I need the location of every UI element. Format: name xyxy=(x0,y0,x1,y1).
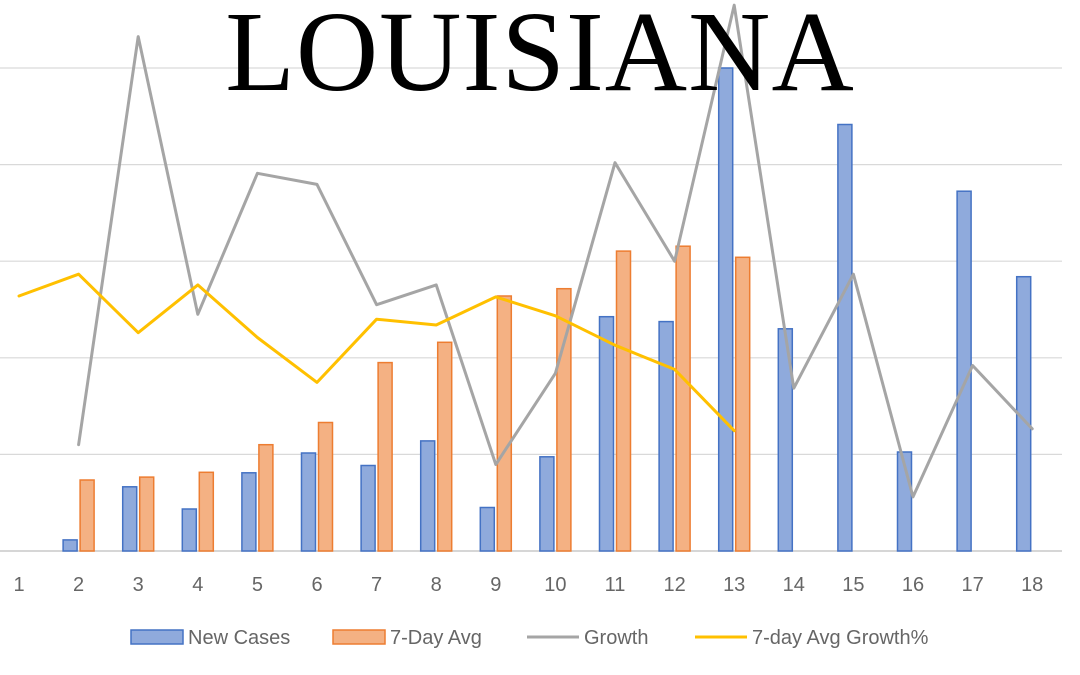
x-tick-label-9: 9 xyxy=(490,574,501,596)
seven-day-avg-bar-12 xyxy=(675,245,691,552)
new-cases-legend-swatch xyxy=(130,629,184,645)
x-tick-label-18: 18 xyxy=(1021,574,1043,596)
x-tick-label-6: 6 xyxy=(311,574,322,596)
x-tick-label-10: 10 xyxy=(544,574,566,596)
new-cases-bar-2 xyxy=(62,539,78,552)
seven-day-avg-bar-5 xyxy=(258,443,274,552)
seven-day-avg-bar-8 xyxy=(436,341,453,552)
seven-day-avg-legend-label: 7-Day Avg xyxy=(390,627,482,649)
x-tick-label-17: 17 xyxy=(961,574,983,596)
new-cases-bar-4 xyxy=(181,508,198,552)
x-axis-tick-labels: 1 2 3 4 5 6 7 8 9 10 11 12 13 14 15 16 17 18 xyxy=(13,574,1043,596)
new-cases-bar-12 xyxy=(658,320,674,552)
avg-growth-legend-label: 7-day Avg Growth% xyxy=(752,627,929,649)
avg-growth-line xyxy=(17,272,736,433)
seven-day-avg-bar-2 xyxy=(79,479,95,552)
new-cases-bar-8 xyxy=(419,440,436,552)
x-tick-label-1: 1 xyxy=(13,574,24,596)
gridlines xyxy=(0,67,1062,552)
series-lines xyxy=(17,3,1034,499)
growth-legend-label: Growth xyxy=(584,627,648,649)
x-tick-label-8: 8 xyxy=(431,574,442,596)
chart-title: LOUISIANA xyxy=(225,0,855,115)
new-cases-legend-label: New Cases xyxy=(188,627,290,649)
x-tick-label-11: 11 xyxy=(605,574,626,596)
new-cases-bar-6 xyxy=(300,452,317,552)
new-cases-bar-11 xyxy=(598,315,615,552)
bars xyxy=(62,67,1032,552)
legend: New Cases 7-Day Avg Growth 7-day Avg Growth… xyxy=(130,627,929,649)
seven-day-avg-bar-6 xyxy=(317,421,334,552)
seven-day-avg-bar-3 xyxy=(138,476,155,552)
new-cases-bar-9 xyxy=(479,506,496,552)
seven-day-avg-bar-11 xyxy=(615,250,632,552)
x-tick-label-7: 7 xyxy=(371,574,382,596)
seven-day-avg-bar-9 xyxy=(496,295,513,552)
new-cases-bar-3 xyxy=(121,486,138,552)
new-cases-bar-15 xyxy=(837,123,853,552)
seven-day-avg-bar-4 xyxy=(198,471,215,552)
new-cases-bar-10 xyxy=(539,456,555,552)
x-tick-label-13: 13 xyxy=(723,574,745,596)
seven-day-avg-bar-7 xyxy=(377,361,393,552)
new-cases-bar-13 xyxy=(717,67,734,552)
x-tick-label-14: 14 xyxy=(783,574,805,596)
x-tick-label-16: 16 xyxy=(902,574,924,596)
seven-day-avg-legend-swatch xyxy=(332,629,386,645)
growth-line xyxy=(77,3,1034,499)
seven-day-avg-bar-13 xyxy=(734,256,751,552)
new-cases-bar-7 xyxy=(360,464,376,552)
x-tick-label-2: 2 xyxy=(73,574,84,596)
x-tick-label-4: 4 xyxy=(192,574,203,596)
x-tick-label-3: 3 xyxy=(133,574,144,596)
x-tick-label-12: 12 xyxy=(663,574,685,596)
x-tick-label-15: 15 xyxy=(842,574,864,596)
x-tick-label-5: 5 xyxy=(252,574,263,596)
new-cases-bar-5 xyxy=(241,472,257,552)
